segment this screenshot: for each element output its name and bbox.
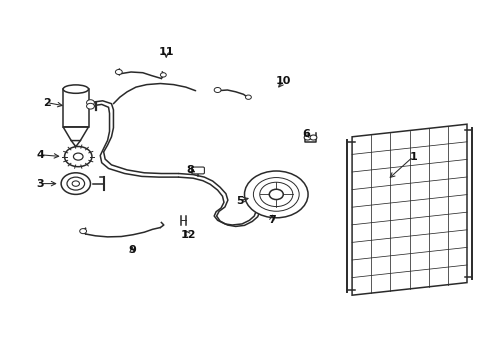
Circle shape — [73, 153, 83, 160]
Text: 8: 8 — [186, 165, 194, 175]
Text: 12: 12 — [180, 230, 196, 240]
Text: 11: 11 — [158, 47, 174, 57]
Circle shape — [304, 135, 310, 140]
Circle shape — [309, 135, 316, 140]
Text: 6: 6 — [302, 129, 310, 139]
Circle shape — [214, 87, 221, 93]
Circle shape — [61, 173, 90, 194]
Circle shape — [115, 69, 122, 75]
Text: 2: 2 — [43, 98, 51, 108]
Text: 3: 3 — [37, 179, 44, 189]
Circle shape — [245, 95, 251, 99]
Text: 7: 7 — [267, 215, 275, 225]
Circle shape — [86, 103, 94, 109]
Ellipse shape — [63, 85, 88, 93]
Text: 10: 10 — [275, 76, 291, 86]
FancyBboxPatch shape — [191, 167, 204, 174]
Text: 5: 5 — [235, 196, 243, 206]
Circle shape — [67, 177, 84, 190]
Circle shape — [64, 147, 92, 167]
Text: 9: 9 — [128, 245, 136, 255]
Circle shape — [253, 177, 299, 211]
Circle shape — [244, 171, 307, 218]
Text: 1: 1 — [408, 152, 416, 162]
Circle shape — [72, 181, 79, 186]
Circle shape — [269, 189, 283, 199]
Circle shape — [80, 229, 86, 234]
Text: 4: 4 — [37, 150, 44, 160]
Circle shape — [259, 182, 292, 207]
Circle shape — [86, 100, 94, 105]
Circle shape — [160, 73, 166, 77]
